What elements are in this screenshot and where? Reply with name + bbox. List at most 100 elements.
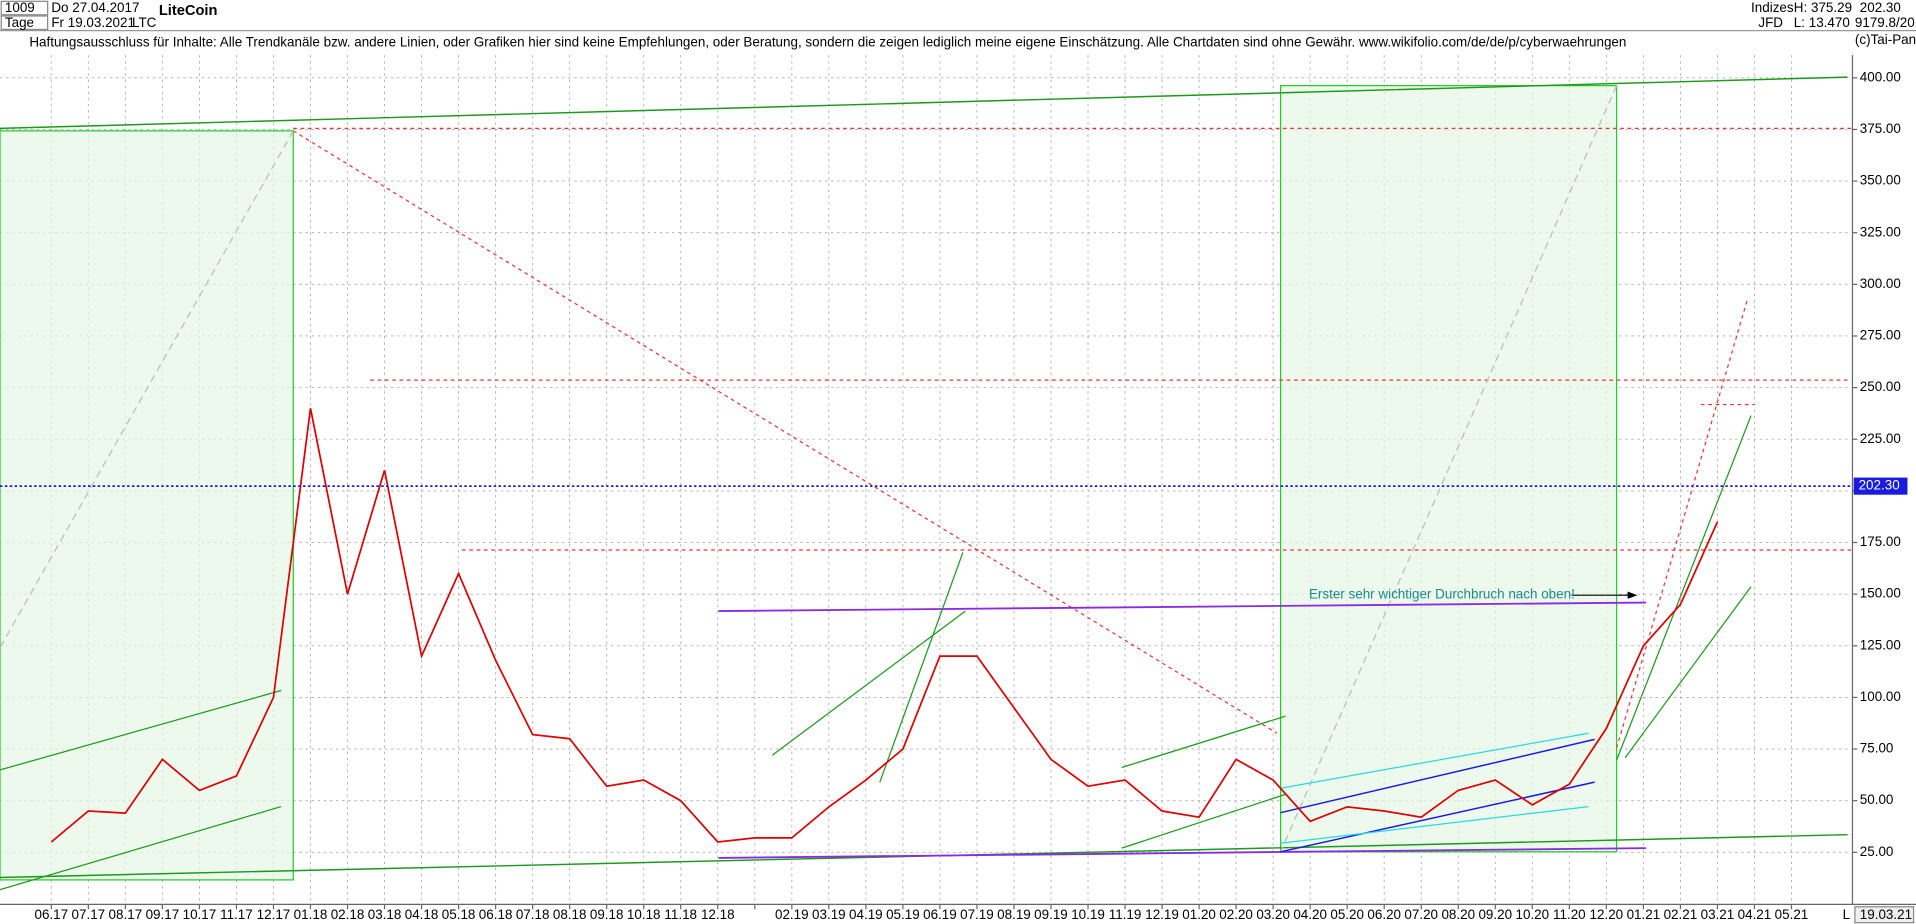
trend-line [1280, 85, 1618, 853]
x-tick-label: 11.18 [664, 907, 697, 922]
x-tick-label: 02.19 [775, 907, 809, 922]
trend-line [1616, 299, 1748, 749]
x-tick-label: 08.17 [109, 907, 143, 922]
x-tick-label: 09.17 [146, 907, 180, 922]
x-tick-label: 02.18 [331, 907, 365, 922]
x-tick-label: 04.21 [1738, 907, 1772, 922]
dropdown[interactable] [0, 0, 49, 16]
x-tick-label: 09.19 [1034, 907, 1068, 922]
y-tick-label: 175.00 [1860, 534, 1901, 549]
x-tick-label: 08.18 [553, 907, 587, 922]
y-tick-label: 225.00 [1860, 431, 1901, 446]
y-tick-label: 75.00 [1860, 741, 1894, 756]
trend-line [0, 76, 1848, 130]
x-tick-label: 01.18 [294, 907, 328, 922]
x-tick-label: 06.18 [479, 907, 513, 922]
trend-line [718, 847, 1646, 859]
trend-line [718, 601, 1646, 612]
low: L: 13.470 [1794, 15, 1850, 30]
y-tick-label: 350.00 [1860, 173, 1901, 188]
x-tick-label: 12.19 [1145, 907, 1179, 922]
x-tick-label: 12.18 [701, 907, 735, 922]
channel-line [1280, 805, 1589, 844]
x-tick-label: 04.20 [1293, 907, 1327, 922]
x-tick-label: 02.20 [1219, 907, 1253, 922]
date-box [1854, 906, 1915, 924]
channel-line [1616, 415, 1752, 761]
count: 1009 [5, 0, 35, 15]
x-tick-label: 07.20 [1404, 907, 1438, 922]
y-tick-label: 300.00 [1860, 276, 1901, 291]
x-tick-label: 02.21 [1664, 907, 1698, 922]
x-tick-label: 10.19 [1071, 907, 1105, 922]
x-tick-label: 04.19 [849, 907, 883, 922]
channel-line [1280, 781, 1595, 853]
annotation: Erster sehr wichtiger Durchbruch nach ob… [1309, 587, 1575, 602]
high: H: 375.29 [1794, 0, 1852, 15]
last-price-box [1853, 477, 1908, 495]
x-tick-label: 04.18 [405, 907, 439, 922]
x-tick-label: 03.21 [1701, 907, 1735, 922]
start-date: Do 27.04.2017 [51, 0, 139, 15]
dropdown[interactable] [0, 15, 49, 31]
y-tick-label: 375.00 [1860, 121, 1901, 136]
x-tick-label: 05.19 [886, 907, 920, 922]
channel-line [1280, 732, 1589, 789]
y-tick-label: 400.00 [1860, 69, 1901, 84]
x-tick-label: 06.20 [1367, 907, 1401, 922]
y-tick-label: 325.00 [1860, 224, 1901, 239]
x-tick-label: 12.20 [1590, 907, 1624, 922]
price: 202.30 [1860, 0, 1901, 15]
channel-line [879, 552, 964, 783]
x-tick-label: 01.20 [1182, 907, 1216, 922]
x-tick-label: 03.18 [368, 907, 402, 922]
period: Tage [5, 15, 34, 30]
x-tick-label: 07.18 [516, 907, 550, 922]
x-tick-label: 10.18 [627, 907, 661, 922]
zone [0, 130, 294, 881]
x-tick-label: 05.21 [1775, 907, 1809, 922]
x-tick-label: 05.18 [442, 907, 476, 922]
end-date: Fr 19.03.2021 [51, 15, 135, 30]
x-tick-label: 03.19 [812, 907, 846, 922]
y-tick-label: 50.00 [1860, 792, 1894, 807]
arrow-head [1627, 591, 1638, 599]
disclaimer: Haftungsausschluss für Inhalte: Alle Tre… [29, 34, 1626, 49]
trend-line [0, 130, 294, 649]
copyright: (c)Tai-Pan [1855, 32, 1916, 47]
x-tick-label: 01.21 [1627, 907, 1661, 922]
info: 9179.8/20 [1855, 15, 1915, 30]
x-tick-label: 10.20 [1515, 907, 1549, 922]
group: Indizes [1751, 0, 1794, 15]
last-price-label: 202.30 [1859, 478, 1900, 493]
channel-line [1121, 793, 1286, 849]
y-tick-label: 150.00 [1860, 586, 1901, 601]
channel-line [1624, 586, 1752, 759]
x-tick-label: 07.17 [72, 907, 106, 922]
price-line [50, 408, 1719, 843]
last-date: 19.03.21 [1860, 907, 1912, 922]
x-tick-label: 11.19 [1109, 907, 1142, 922]
x-tick-label: 05.20 [1330, 907, 1364, 922]
x-tick-label: 07.19 [960, 907, 994, 922]
x-tick-label: 03.20 [1256, 907, 1290, 922]
x-tick-label: 08.20 [1441, 907, 1475, 922]
channel-line [0, 806, 282, 891]
x-tick-label: 10.17 [183, 907, 217, 922]
x-tick-label: 06.17 [35, 907, 69, 922]
y-tick-label: 275.00 [1860, 328, 1901, 343]
y-tick-label: 250.00 [1860, 379, 1901, 394]
channel-line [1121, 715, 1286, 769]
instrument-name: LiteCoin [159, 3, 218, 19]
trend-line [292, 130, 1278, 734]
x-tick-label: 09.18 [590, 907, 624, 922]
channel-line [0, 689, 282, 771]
y-tick-label: 125.00 [1860, 637, 1901, 652]
drawings [0, 76, 1852, 891]
y-tick-label: 25.00 [1860, 844, 1894, 859]
y-tick-label: 100.00 [1860, 689, 1901, 704]
x-tick-label: 12.17 [257, 907, 291, 922]
x-tick-label: 11.17 [220, 907, 253, 922]
